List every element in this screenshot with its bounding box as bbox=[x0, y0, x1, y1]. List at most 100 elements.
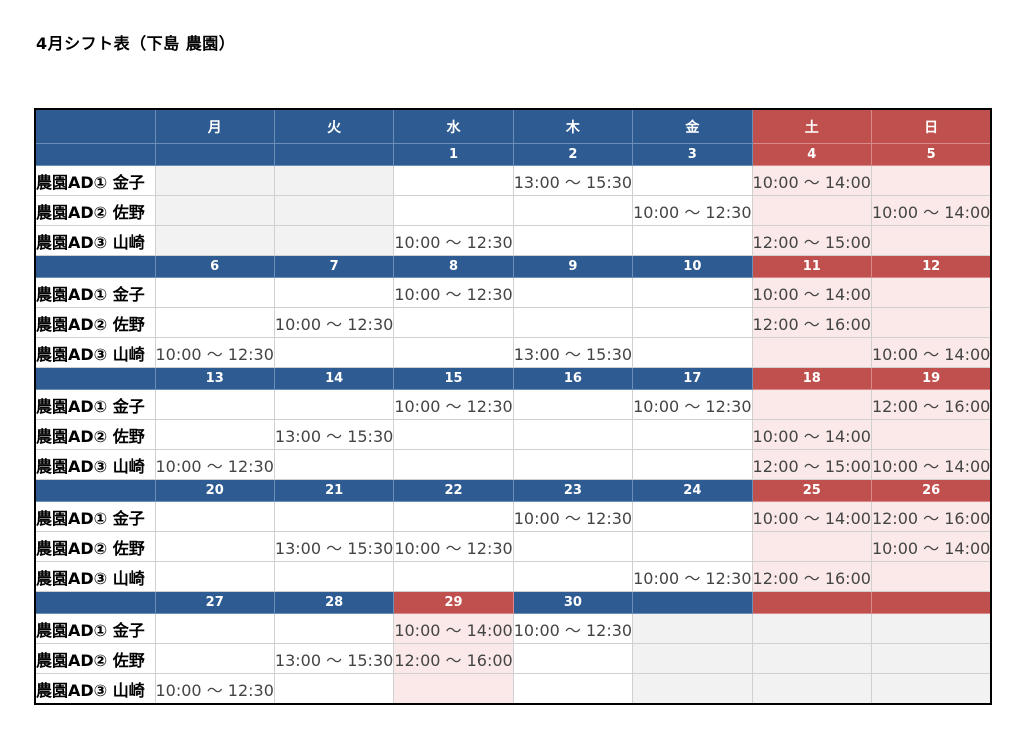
shift-cell[interactable]: 12:00 ～ 15:00 bbox=[751, 225, 872, 256]
shift-cell[interactable] bbox=[154, 307, 275, 338]
shift-cell[interactable] bbox=[154, 561, 275, 592]
shift-cell[interactable]: 12:00 ～ 16:00 bbox=[870, 389, 992, 420]
shift-cell[interactable] bbox=[154, 643, 275, 674]
shift-cell[interactable]: 10:00 ～ 14:00 bbox=[870, 195, 992, 226]
shift-cell[interactable] bbox=[273, 337, 395, 368]
shift-cell[interactable]: 12:00 ～ 16:00 bbox=[751, 307, 872, 338]
shift-cell[interactable] bbox=[393, 419, 514, 450]
shift-cell[interactable]: 12:00 ～ 16:00 bbox=[870, 501, 992, 532]
shift-cell[interactable] bbox=[393, 673, 514, 705]
shift-cell[interactable] bbox=[393, 449, 514, 480]
shift-cell[interactable] bbox=[273, 195, 395, 226]
shift-cell[interactable] bbox=[512, 531, 634, 562]
shift-cell[interactable] bbox=[273, 501, 395, 532]
shift-cell[interactable] bbox=[870, 225, 992, 256]
shift-cell[interactable]: 13:00 ～ 15:30 bbox=[273, 419, 395, 450]
shift-cell[interactable]: 10:00 ～ 12:30 bbox=[393, 389, 514, 420]
shift-cell[interactable]: 13:00 ～ 15:30 bbox=[273, 531, 395, 562]
shift-cell[interactable] bbox=[273, 225, 395, 256]
shift-cell[interactable] bbox=[512, 561, 634, 592]
shift-cell[interactable]: 10:00 ～ 14:00 bbox=[870, 337, 992, 368]
shift-cell[interactable] bbox=[273, 389, 395, 420]
shift-cell[interactable] bbox=[154, 195, 275, 226]
shift-cell[interactable] bbox=[154, 613, 275, 644]
shift-cell[interactable] bbox=[512, 673, 634, 705]
shift-cell[interactable] bbox=[393, 307, 514, 338]
shift-cell[interactable] bbox=[154, 225, 275, 256]
shift-cell[interactable]: 10:00 ～ 12:30 bbox=[632, 561, 753, 592]
shift-cell[interactable] bbox=[273, 277, 395, 308]
shift-cell[interactable]: 10:00 ～ 12:30 bbox=[393, 225, 514, 256]
shift-cell[interactable]: 10:00 ～ 12:30 bbox=[154, 449, 275, 480]
shift-cell[interactable] bbox=[751, 531, 872, 562]
shift-cell[interactable]: 10:00 ～ 12:30 bbox=[154, 337, 275, 368]
shift-cell[interactable] bbox=[154, 531, 275, 562]
shift-cell[interactable]: 10:00 ～ 12:30 bbox=[512, 501, 634, 532]
shift-cell[interactable] bbox=[870, 643, 992, 674]
shift-cell[interactable]: 10:00 ～ 14:00 bbox=[751, 501, 872, 532]
shift-cell[interactable] bbox=[393, 501, 514, 532]
shift-cell[interactable] bbox=[632, 673, 753, 705]
shift-cell[interactable] bbox=[632, 531, 753, 562]
shift-cell[interactable] bbox=[273, 613, 395, 644]
shift-cell[interactable] bbox=[393, 195, 514, 226]
shift-cell[interactable] bbox=[512, 643, 634, 674]
shift-cell[interactable] bbox=[870, 307, 992, 338]
shift-cell[interactable] bbox=[751, 337, 872, 368]
shift-cell[interactable] bbox=[632, 307, 753, 338]
shift-cell[interactable]: 12:00 ～ 16:00 bbox=[393, 643, 514, 674]
shift-cell[interactable]: 10:00 ～ 12:30 bbox=[393, 531, 514, 562]
shift-cell[interactable] bbox=[512, 419, 634, 450]
shift-cell[interactable] bbox=[632, 165, 753, 196]
shift-cell[interactable] bbox=[154, 277, 275, 308]
shift-cell[interactable] bbox=[512, 195, 634, 226]
shift-cell[interactable] bbox=[512, 225, 634, 256]
shift-cell[interactable] bbox=[154, 501, 275, 532]
shift-cell[interactable]: 10:00 ～ 12:30 bbox=[632, 195, 753, 226]
shift-cell[interactable] bbox=[751, 673, 872, 705]
shift-cell[interactable] bbox=[870, 419, 992, 450]
shift-cell[interactable] bbox=[751, 613, 872, 644]
shift-cell[interactable] bbox=[154, 419, 275, 450]
shift-cell[interactable] bbox=[632, 643, 753, 674]
shift-cell[interactable] bbox=[273, 673, 395, 705]
shift-cell[interactable] bbox=[632, 449, 753, 480]
shift-cell[interactable] bbox=[751, 643, 872, 674]
shift-cell[interactable]: 10:00 ～ 14:00 bbox=[393, 613, 514, 644]
shift-cell[interactable] bbox=[870, 613, 992, 644]
shift-cell[interactable] bbox=[393, 165, 514, 196]
shift-cell[interactable] bbox=[393, 337, 514, 368]
shift-cell[interactable] bbox=[870, 561, 992, 592]
shift-cell[interactable]: 13:00 ～ 15:30 bbox=[273, 643, 395, 674]
shift-cell[interactable] bbox=[512, 307, 634, 338]
shift-cell[interactable]: 10:00 ～ 14:00 bbox=[870, 449, 992, 480]
shift-cell[interactable] bbox=[632, 277, 753, 308]
shift-cell[interactable] bbox=[273, 561, 395, 592]
shift-cell[interactable]: 12:00 ～ 16:00 bbox=[751, 561, 872, 592]
shift-cell[interactable] bbox=[870, 277, 992, 308]
shift-cell[interactable] bbox=[154, 389, 275, 420]
shift-cell[interactable] bbox=[751, 389, 872, 420]
shift-cell[interactable] bbox=[870, 673, 992, 705]
shift-cell[interactable]: 10:00 ～ 14:00 bbox=[751, 419, 872, 450]
shift-cell[interactable]: 10:00 ～ 14:00 bbox=[751, 277, 872, 308]
shift-cell[interactable] bbox=[512, 277, 634, 308]
shift-cell[interactable] bbox=[154, 165, 275, 196]
shift-cell[interactable]: 10:00 ～ 12:30 bbox=[154, 673, 275, 705]
shift-cell[interactable]: 10:00 ～ 12:30 bbox=[393, 277, 514, 308]
shift-cell[interactable] bbox=[632, 225, 753, 256]
shift-cell[interactable] bbox=[870, 165, 992, 196]
shift-cell[interactable] bbox=[632, 613, 753, 644]
shift-cell[interactable]: 10:00 ～ 14:00 bbox=[751, 165, 872, 196]
shift-cell[interactable] bbox=[273, 165, 395, 196]
shift-cell[interactable] bbox=[632, 501, 753, 532]
shift-cell[interactable] bbox=[632, 419, 753, 450]
shift-cell[interactable]: 10:00 ～ 12:30 bbox=[632, 389, 753, 420]
shift-cell[interactable] bbox=[512, 449, 634, 480]
shift-cell[interactable]: 10:00 ～ 14:00 bbox=[870, 531, 992, 562]
shift-cell[interactable]: 13:00 ～ 15:30 bbox=[512, 165, 634, 196]
shift-cell[interactable] bbox=[393, 561, 514, 592]
shift-cell[interactable] bbox=[512, 389, 634, 420]
shift-cell[interactable]: 10:00 ～ 12:30 bbox=[512, 613, 634, 644]
shift-cell[interactable] bbox=[751, 195, 872, 226]
